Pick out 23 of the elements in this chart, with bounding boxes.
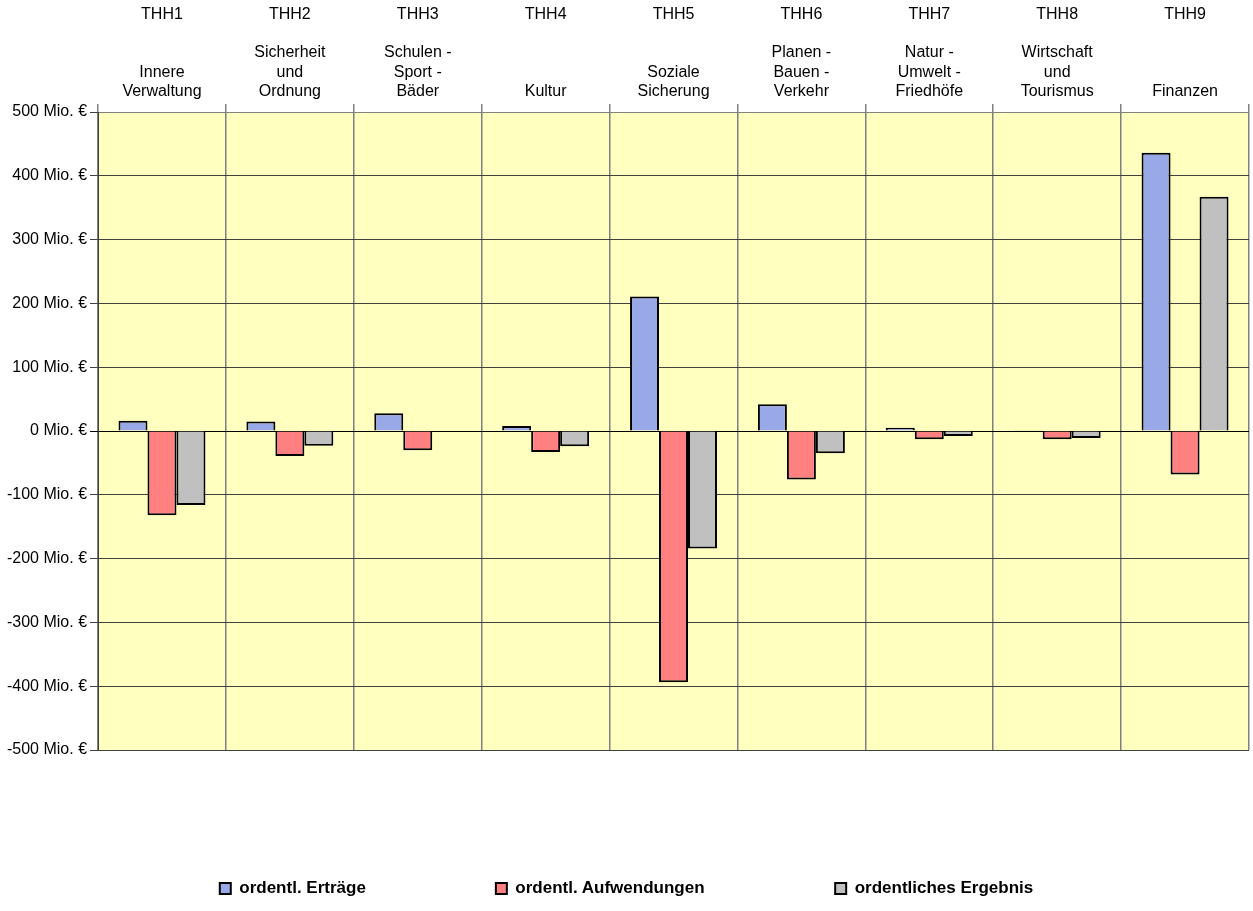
legend-label: ordentl. Aufwendungen	[515, 878, 705, 898]
legend-label: ordentliches Ergebnis	[854, 878, 1034, 898]
y-tick-label: 200 Mio. €	[12, 293, 88, 311]
y-tick-label: 100 Mio. €	[12, 357, 88, 375]
category-label: THH1 Innere Verwaltung	[122, 5, 202, 99]
y-tick-label: -100 Mio. €	[6, 485, 88, 503]
category-label: THH2 Sicherheit und Ordnung	[254, 5, 326, 99]
category-label: THH7 Natur - Umwelt - Friedhöfe	[895, 5, 964, 99]
y-tick-label: -400 Mio. €	[6, 676, 88, 694]
legend-label: ordentl. Erträge	[239, 878, 366, 898]
y-tick-label: -300 Mio. €	[6, 612, 88, 630]
y-tick-label: 300 Mio. €	[12, 230, 88, 248]
y-tick-label: -200 Mio. €	[6, 549, 88, 567]
category-label: THH3 Schulen - Sport - Bäder	[383, 5, 452, 99]
category-label: THH5 Soziale Sicherung	[637, 5, 710, 99]
category-label: THH6 Planen - Bauen - Verkehr	[771, 5, 832, 99]
y-tick-label: 0 Mio. €	[30, 421, 88, 439]
y-tick-label: 400 Mio. €	[12, 166, 88, 184]
category-label: THH4 Kultur	[524, 5, 567, 99]
y-tick-label: -500 Mio. €	[6, 740, 88, 758]
category-label: THH9 Finanzen	[1152, 5, 1218, 99]
category-label: THH8 Wirtschaft und Tourismus	[1020, 5, 1094, 99]
y-tick-label: 500 Mio. €	[12, 102, 88, 120]
